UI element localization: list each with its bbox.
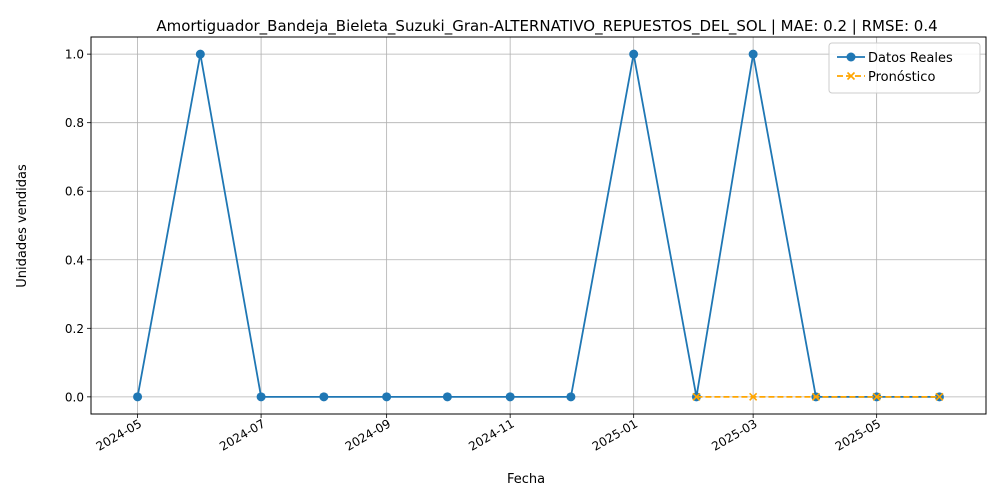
data-point <box>442 392 452 402</box>
data-point <box>935 392 944 401</box>
legend-label-pronostico: Pronóstico <box>868 70 935 85</box>
data-point <box>382 392 392 402</box>
chart-title: Amortiguador_Bandeja_Bieleta_Suzuki_Gran… <box>156 17 937 36</box>
grid <box>91 37 986 414</box>
y-tick-label: 0.6 <box>65 185 84 199</box>
series-pronostico <box>692 392 944 401</box>
legend-marker-datos-reales <box>846 52 856 62</box>
x-axis-label: Fecha <box>507 472 545 487</box>
plot-frame <box>90 36 987 415</box>
data-point <box>748 49 758 59</box>
y-tick-label: 0.2 <box>65 322 84 336</box>
legend-marker-pronostico <box>846 71 856 81</box>
legend-box <box>828 42 981 94</box>
data-point <box>256 392 266 402</box>
data-point <box>811 392 820 401</box>
data-point <box>566 392 576 402</box>
y-axis-label: Unidades vendidas <box>15 164 30 288</box>
data-point <box>195 49 205 59</box>
y-tick-label: 0.0 <box>65 390 84 404</box>
data-point <box>319 392 329 402</box>
y-tick-label: 0.8 <box>65 116 84 130</box>
y-tick-label: 0.4 <box>65 253 84 267</box>
data-point <box>872 392 881 401</box>
y-tick-label: 1.0 <box>65 48 84 62</box>
legend: Datos Reales Pronóstico <box>828 42 981 94</box>
legend-label-datos-reales: Datos Reales <box>868 51 953 66</box>
data-point <box>505 392 515 402</box>
data-point <box>629 49 639 59</box>
data-point <box>692 392 701 401</box>
series-line-datos-reales <box>136 53 940 398</box>
data-point <box>749 392 758 401</box>
y-axis: 0.0 0.2 0.4 0.6 0.8 1.0 <box>65 48 91 404</box>
data-point <box>133 392 143 402</box>
series-group <box>133 49 944 402</box>
